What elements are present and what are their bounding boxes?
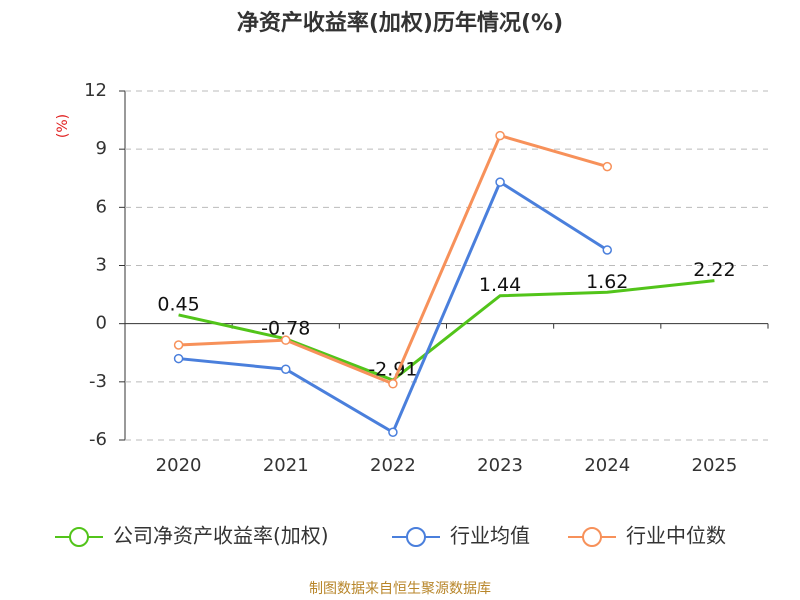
- y-tick-label: -3: [89, 371, 107, 392]
- legend-label: 公司净资产收益率(加权): [113, 524, 329, 548]
- point: [388, 427, 398, 437]
- y-tick-label: 6: [96, 196, 107, 217]
- point: [602, 245, 612, 255]
- y-tick-label: 12: [84, 80, 107, 101]
- point: [602, 161, 612, 172]
- data-label: 2.22: [693, 259, 735, 281]
- point: [495, 130, 505, 141]
- legend-symbol: [582, 527, 602, 547]
- y-tick-label: 0: [96, 313, 107, 334]
- x-tick-label: 2021: [263, 455, 309, 476]
- legend-item: 公司净资产收益率(加权): [55, 524, 329, 548]
- x-tick-label: 2022: [370, 455, 416, 476]
- point: [281, 335, 291, 345]
- legend-label: 行业均值: [450, 524, 530, 548]
- point: [388, 379, 398, 389]
- point: [173, 353, 184, 364]
- y-tick-label: -6: [89, 429, 107, 450]
- x-tick-label: 2020: [156, 455, 202, 476]
- x-tick-label: 2023: [477, 455, 523, 476]
- series-line: [178, 179, 609, 435]
- point: [173, 340, 184, 350]
- data-label: -2.91: [368, 359, 417, 381]
- legend-item: 行业中位数: [568, 524, 726, 548]
- legend-item: 行业均值: [392, 524, 530, 548]
- y-tick-label: 9: [96, 138, 107, 159]
- y-axis-label: (%): [55, 114, 71, 138]
- y-tick-label: 3: [96, 255, 107, 276]
- data-label: 1.62: [586, 271, 628, 293]
- source-note: 制图数据来自恒生聚源数据库: [309, 581, 491, 597]
- chart-title: 净资产收益率(加权)历年情况(%): [237, 10, 563, 36]
- legend-symbol: [406, 527, 426, 547]
- series-line: [178, 279, 715, 382]
- series-line: [178, 133, 608, 386]
- x-tick-label: 2024: [584, 455, 630, 476]
- point: [495, 177, 505, 187]
- point: [281, 364, 291, 374]
- x-tick-label: 2025: [692, 455, 738, 476]
- legend-label: 行业中位数: [626, 524, 726, 548]
- legend-symbol: [69, 527, 89, 547]
- data-label: 0.45: [157, 293, 199, 315]
- data-label: 1.44: [479, 274, 521, 296]
- data-label: -0.78: [261, 317, 310, 339]
